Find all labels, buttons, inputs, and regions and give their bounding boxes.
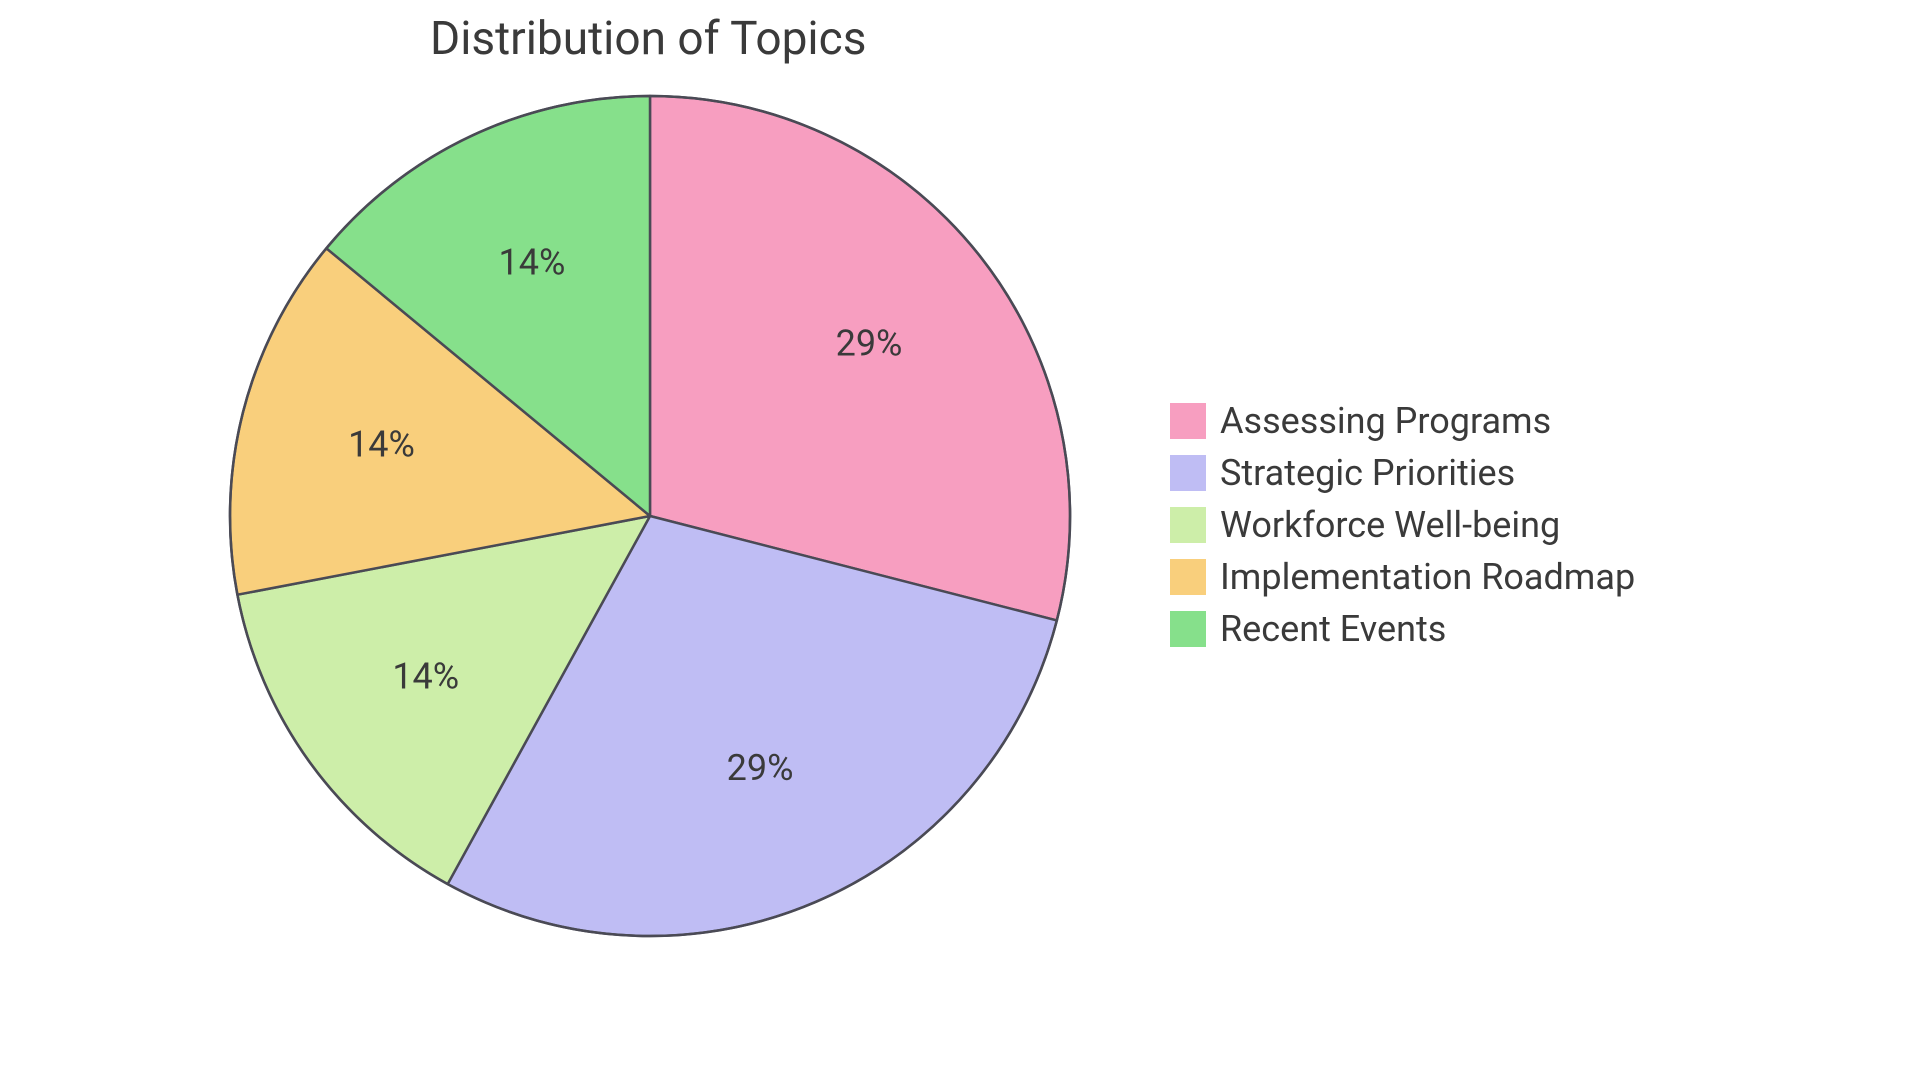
slice-label: 14% bbox=[392, 655, 459, 697]
slice-label: 29% bbox=[836, 323, 903, 365]
legend-item: Implementation Roadmap bbox=[1170, 556, 1635, 598]
legend-label: Recent Events bbox=[1220, 608, 1446, 650]
legend-item: Assessing Programs bbox=[1170, 400, 1635, 442]
pie-chart: 29% 29% 14% 14% 14% bbox=[230, 96, 1070, 936]
legend-label: Assessing Programs bbox=[1220, 400, 1551, 442]
chart-container: Distribution of Topics 29% 29% 14% 14% 14% A… bbox=[0, 0, 1920, 1080]
legend-label: Workforce Well-being bbox=[1220, 504, 1560, 546]
legend-label: Implementation Roadmap bbox=[1220, 556, 1635, 598]
legend-swatch bbox=[1170, 559, 1206, 595]
slice-label: 14% bbox=[348, 424, 415, 466]
legend-item: Strategic Priorities bbox=[1170, 452, 1635, 494]
legend-item: Workforce Well-being bbox=[1170, 504, 1635, 546]
slice-label: 14% bbox=[499, 242, 566, 284]
legend: Assessing Programs Strategic Priorities Wo… bbox=[1170, 400, 1635, 650]
chart-title: Distribution of Topics bbox=[430, 12, 866, 66]
pie-svg: 29% 29% 14% 14% 14% bbox=[230, 96, 1070, 936]
legend-item: Recent Events bbox=[1170, 608, 1635, 650]
legend-swatch bbox=[1170, 507, 1206, 543]
legend-swatch bbox=[1170, 455, 1206, 491]
legend-swatch bbox=[1170, 611, 1206, 647]
slice-label: 29% bbox=[727, 747, 794, 789]
legend-label: Strategic Priorities bbox=[1220, 452, 1515, 494]
legend-swatch bbox=[1170, 403, 1206, 439]
